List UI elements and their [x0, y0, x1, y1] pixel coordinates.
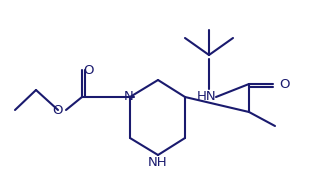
Text: NH: NH — [148, 155, 168, 169]
Text: HN: HN — [197, 90, 217, 104]
Text: O: O — [280, 78, 290, 90]
Text: O: O — [53, 104, 63, 116]
Text: N: N — [124, 90, 134, 104]
Text: O: O — [84, 64, 94, 76]
